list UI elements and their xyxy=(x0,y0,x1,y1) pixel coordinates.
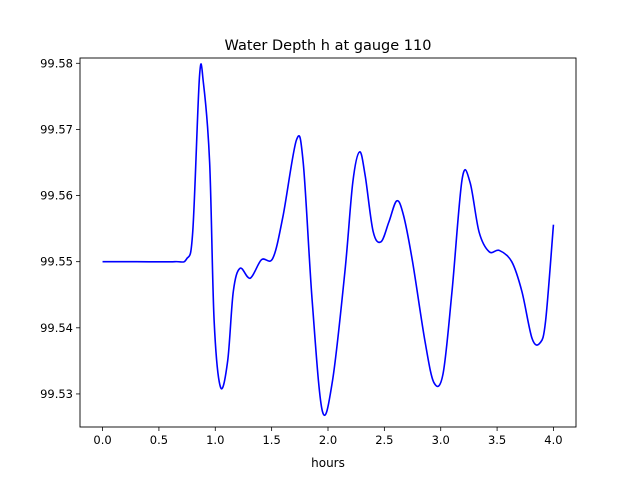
x-tick-label: 3.0 xyxy=(432,433,450,447)
x-tick-label: 3.5 xyxy=(488,433,506,447)
x-tick-label: 1.5 xyxy=(262,433,280,447)
y-tick-label: 99.57 xyxy=(40,122,73,136)
plot-frame xyxy=(79,57,577,428)
y-tick-label: 99.55 xyxy=(40,255,73,269)
y-tick-label: 99.56 xyxy=(40,189,73,203)
x-tick-label: 2.5 xyxy=(375,433,393,447)
x-tick-label: 2.0 xyxy=(319,433,337,447)
y-tick-label: 99.53 xyxy=(40,387,73,401)
x-tick-label: 1.0 xyxy=(206,433,224,447)
y-tick-label: 99.58 xyxy=(40,56,73,70)
series-line-h xyxy=(102,63,555,417)
x-axis-label: hours xyxy=(311,456,345,470)
y-tick-label: 99.54 xyxy=(40,321,73,335)
chart-title: Water Depth h at gauge 110 xyxy=(225,38,432,54)
x-tick-label: 4.0 xyxy=(544,433,562,447)
x-tick-label: 0.5 xyxy=(150,433,168,447)
x-tick-label: 0.0 xyxy=(93,433,111,447)
